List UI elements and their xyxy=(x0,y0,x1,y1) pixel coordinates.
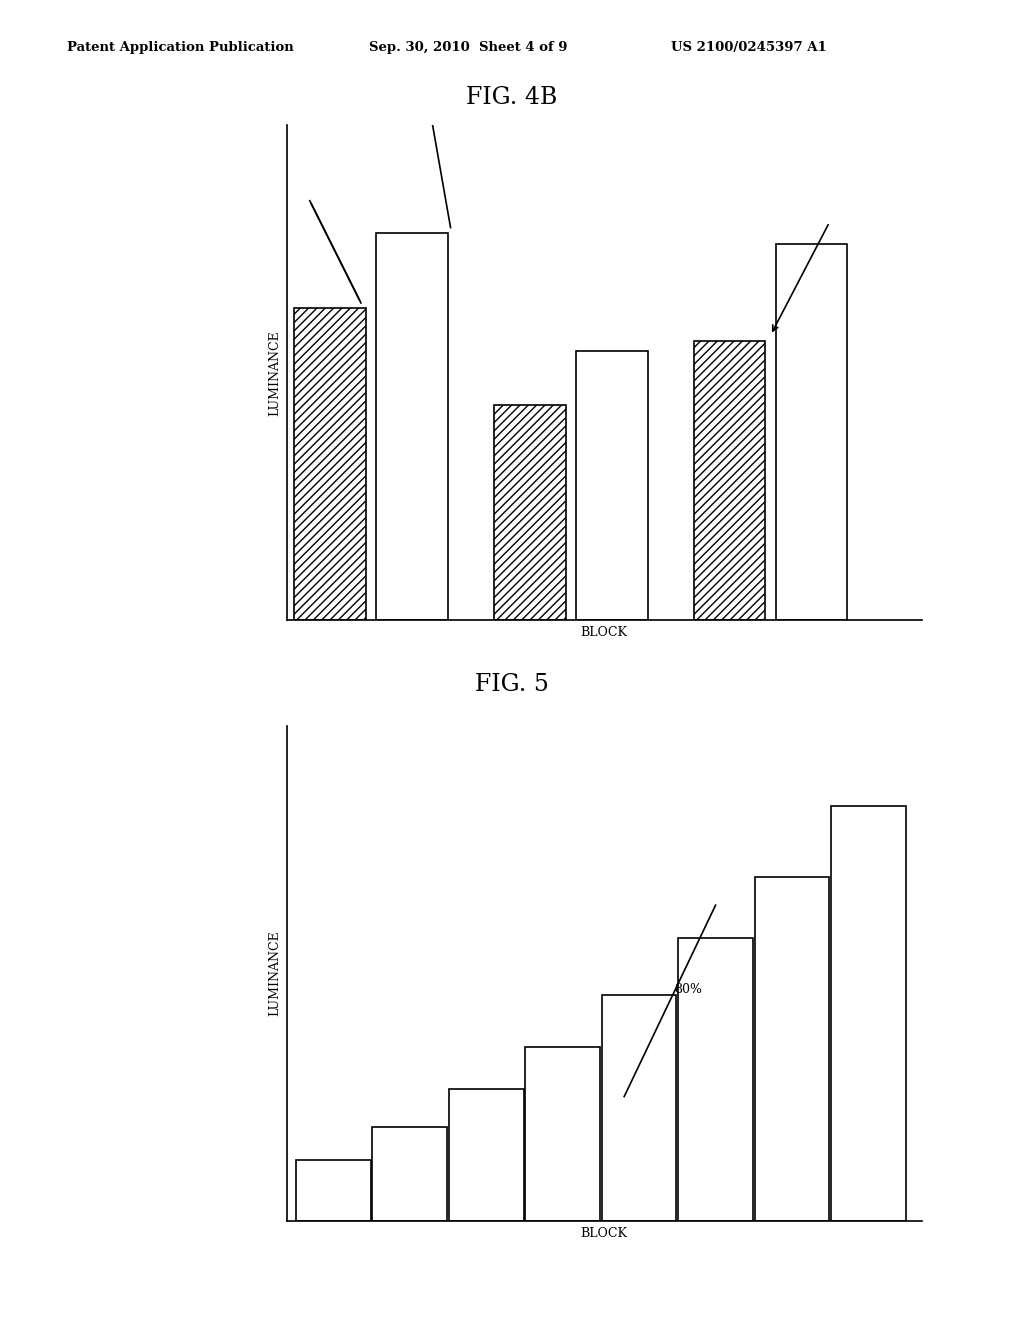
Bar xyxy=(694,341,766,620)
Bar xyxy=(602,995,677,1221)
Bar xyxy=(755,876,829,1221)
Text: Patent Application Publication: Patent Application Publication xyxy=(67,41,293,54)
Y-axis label: LUMINANCE: LUMINANCE xyxy=(268,330,282,416)
Bar xyxy=(373,1127,447,1221)
Text: FIG. 5: FIG. 5 xyxy=(475,673,549,696)
Bar xyxy=(776,244,848,620)
Bar xyxy=(575,351,648,620)
Y-axis label: LUMINANCE: LUMINANCE xyxy=(268,931,282,1016)
Bar xyxy=(295,309,367,620)
Bar xyxy=(449,1089,523,1221)
Bar xyxy=(377,234,449,620)
Text: 80%: 80% xyxy=(675,983,702,997)
Text: Sep. 30, 2010  Sheet 4 of 9: Sep. 30, 2010 Sheet 4 of 9 xyxy=(369,41,567,54)
X-axis label: BLOCK: BLOCK xyxy=(581,1226,628,1239)
Bar xyxy=(495,405,565,620)
Bar xyxy=(296,1160,371,1221)
Bar xyxy=(678,939,753,1221)
Bar xyxy=(525,1047,600,1221)
Text: US 2100/0245397 A1: US 2100/0245397 A1 xyxy=(671,41,826,54)
Bar xyxy=(831,807,906,1221)
Text: FIG. 4B: FIG. 4B xyxy=(466,86,558,108)
X-axis label: BLOCK: BLOCK xyxy=(581,626,628,639)
